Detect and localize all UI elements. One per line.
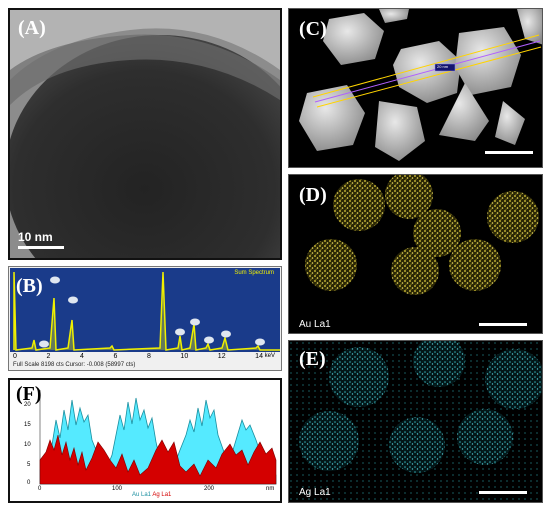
panel-d-label: (D) [299, 184, 327, 206]
tick-label: 4 [79, 353, 84, 360]
tick-label: 10 [180, 353, 189, 360]
tick-label: 2 [46, 353, 51, 360]
legend-au: Au La1 [132, 492, 152, 498]
tick-label: 14 [255, 353, 263, 360]
panel-f-label: (F) [16, 383, 42, 405]
x-axis-unit: nm [266, 486, 275, 492]
panel-b-spectrum: Sum Spectrum (B) 0 2 4 6 8 10 12 14 keV … [8, 266, 282, 371]
x-tick-label: 100 [112, 486, 123, 492]
tick-label: 0 [13, 353, 17, 360]
y-tick-label: 5 [27, 462, 31, 468]
y-tick-label: 15 [24, 422, 31, 428]
y-tick-label: 0 [27, 480, 31, 486]
panel-c-haadf-image: 20 nm (C) [288, 8, 543, 168]
tick-label: 12 [217, 353, 226, 360]
spectrum-trace [13, 271, 280, 351]
scale-bar [18, 246, 64, 249]
line-profile-plot [39, 390, 277, 485]
panel-e-label: (E) [299, 348, 326, 370]
au-map-label: Au La1 [299, 319, 331, 330]
spectrum-status-text: Full Scale 8198 cts Cursor: -0.008 (5899… [13, 362, 136, 368]
panel-b-label: (B) [16, 275, 43, 297]
au-elemental-map [305, 175, 539, 326]
tick-label: 8 [146, 353, 151, 360]
tick-label: 6 [113, 353, 118, 360]
panel-d-au-map: (D) Au La1 [288, 174, 543, 334]
spectrum-title: Sum Spectrum [234, 270, 274, 276]
y-tick-label: 10 [24, 442, 31, 448]
spectrum-tick-labels: 0 2 4 6 8 10 12 14 [13, 353, 263, 360]
profile-legend: Au La1 Ag La1 [132, 492, 171, 498]
ag-elemental-map [289, 341, 542, 502]
panel-a-tem-image: (A) 10 nm [8, 8, 282, 260]
tem-image [10, 10, 280, 258]
legend-ag: Ag La1 [152, 492, 172, 498]
ag-map-label: Ag La1 [299, 487, 331, 498]
scale-bar-label: 10 nm [18, 230, 53, 244]
x-tick-label: 200 [204, 486, 215, 492]
panel-a-label: (A) [18, 17, 46, 39]
spectrum-unit: keV [264, 353, 275, 359]
panel-e-ag-map: (E) Ag La1 [288, 340, 543, 503]
au-profile [39, 434, 277, 485]
x-tick-label: 0 [38, 486, 42, 492]
haadf-image [299, 9, 542, 161]
panel-f-line-profile: (F) 20 15 10 5 0 0 100 200 nm Au La1 Ag … [8, 378, 282, 503]
panel-c-label: (C) [299, 18, 327, 40]
y-tick-label: 20 [24, 402, 31, 408]
line-scan-tag: 20 nm [437, 64, 449, 69]
spectrum-plot-area: Sum Spectrum (B) [10, 268, 280, 352]
